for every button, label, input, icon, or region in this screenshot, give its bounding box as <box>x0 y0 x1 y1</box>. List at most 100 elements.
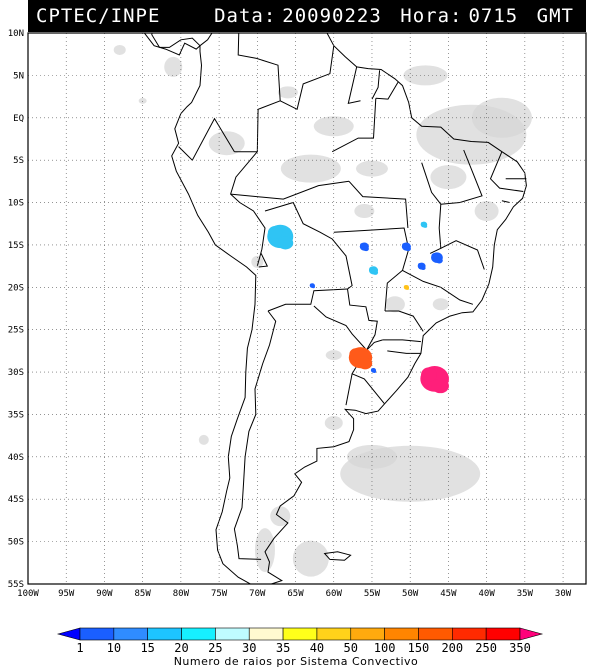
system-lobe <box>402 242 408 248</box>
system-lobe <box>267 226 283 240</box>
cloud-patch <box>254 528 275 573</box>
map-header: CPTEC/INPE Data: 20090223 Hora: 0715 GMT <box>28 0 586 32</box>
system-lobe <box>423 224 428 228</box>
colorbar-segment <box>113 627 148 641</box>
convective-system-paraguay <box>309 283 315 289</box>
convective-system-brazil-north <box>420 221 428 228</box>
system-lobe <box>349 348 363 361</box>
convective-system-mato-grosso <box>368 266 379 275</box>
convective-system-sao-paulo <box>403 284 409 290</box>
lat-label: 50S <box>8 538 24 548</box>
hour-value: 0715 <box>468 5 519 27</box>
colorbar-segment <box>147 627 182 641</box>
colorbar-tick-label: 20 <box>174 641 188 655</box>
cloud-patch <box>198 434 209 445</box>
lat-label: 45S <box>8 495 24 505</box>
cloud-patch <box>403 65 448 86</box>
lon-label: 75W <box>211 589 228 599</box>
political-border <box>258 253 269 268</box>
system-lobe <box>431 378 449 394</box>
system-lobe <box>363 246 369 252</box>
colorbar-segment <box>485 627 521 641</box>
colorbar-tick-label: 35 <box>276 641 290 655</box>
political-border <box>264 201 353 290</box>
lon-label: 60W <box>326 589 343 599</box>
lon-label: 35W <box>517 589 534 599</box>
lon-label: 40W <box>478 589 495 599</box>
cloud-patch <box>474 201 499 222</box>
cloud-patch <box>324 415 343 430</box>
political-border <box>382 339 421 343</box>
central-america-coast-atlantic <box>151 33 201 48</box>
political-border <box>440 240 485 270</box>
convective-system-brazil-east <box>431 252 443 264</box>
system-lobe <box>420 221 425 226</box>
colorbar-tick-label: 250 <box>475 641 497 655</box>
political-border <box>347 66 361 105</box>
cloud-patch <box>164 56 183 77</box>
colorbar-segment <box>248 627 284 641</box>
convective-system-atlantic-south <box>420 365 449 394</box>
convective-system-brazil-east-2 <box>417 262 426 271</box>
convective-system-brazil-central-1 <box>359 242 369 252</box>
political-border <box>233 310 277 560</box>
timestamp: Data: 20090223 Hora: 0715 GMT <box>214 5 574 27</box>
system-lobe <box>372 270 379 275</box>
system-lobe <box>358 357 373 370</box>
political-border <box>313 288 378 351</box>
political-border <box>279 45 335 111</box>
lat-label: 55S <box>8 580 24 590</box>
colorbar-segment <box>215 627 250 641</box>
political-border <box>421 162 442 254</box>
lat-label: 5N <box>13 71 24 81</box>
lon-label: 90W <box>96 589 113 599</box>
system-lobe <box>372 370 377 373</box>
political-border <box>230 151 266 267</box>
lon-label: 95W <box>58 589 75 599</box>
colorbar-tick-label: 150 <box>408 641 430 655</box>
lat-label: 15S <box>8 241 24 251</box>
colorbar-tick-label: 350 <box>509 641 531 655</box>
hour-label: Hora: <box>400 5 463 27</box>
colorbar-tick-label: 100 <box>374 641 396 655</box>
system-lobe <box>309 283 313 287</box>
lat-label: 30S <box>8 368 24 378</box>
system-lobe <box>420 266 426 271</box>
system-lobe <box>369 266 375 272</box>
colorbar-tick-label: 200 <box>441 641 463 655</box>
lat-label: 10N <box>8 29 24 39</box>
colorbar-segment <box>452 627 487 641</box>
colorbar-segment <box>282 627 318 641</box>
latitude-labels: 10N 5N EQ 5S 10S 15S 20S 25S 30S 35S 40S 45S 50S 55S <box>8 29 24 590</box>
cloud-patch <box>432 298 449 311</box>
lat-label: 40S <box>8 453 24 463</box>
colorbar-segment <box>384 627 419 641</box>
cloud-patch <box>346 444 397 469</box>
cloud-patch <box>384 296 405 313</box>
system-lobe <box>421 367 437 382</box>
longitude-labels: 100W 95W 90W 85W 80W 75W 70W 65W 60W 55W 50W 45W 40W… <box>17 589 572 599</box>
convective-system-uruguay <box>370 368 377 373</box>
colorbar-arrow-left <box>56 627 81 641</box>
lon-label: 50W <box>402 589 419 599</box>
cloud-patch <box>471 97 532 138</box>
convective-systems <box>267 221 449 394</box>
lat-label: 35S <box>8 410 24 420</box>
political-border <box>178 117 235 162</box>
political-border <box>489 151 524 192</box>
date-value: 20090223 <box>282 5 382 27</box>
political-border <box>375 81 399 100</box>
colorbar-tick-label: 30 <box>242 641 256 655</box>
lat-label: 10S <box>8 199 24 209</box>
cloud-patch <box>138 97 147 104</box>
lon-label: 100W <box>17 589 39 599</box>
continent-outline <box>143 33 527 584</box>
colorbar-segment <box>350 627 385 641</box>
timezone: GMT <box>536 5 574 27</box>
system-lobe <box>311 285 315 289</box>
colorbar-tick-label: 15 <box>140 641 154 655</box>
system-lobe <box>405 287 409 290</box>
colorbar-segment <box>181 627 216 641</box>
cloud-patch <box>313 116 354 137</box>
colorbar-segment <box>418 627 453 641</box>
